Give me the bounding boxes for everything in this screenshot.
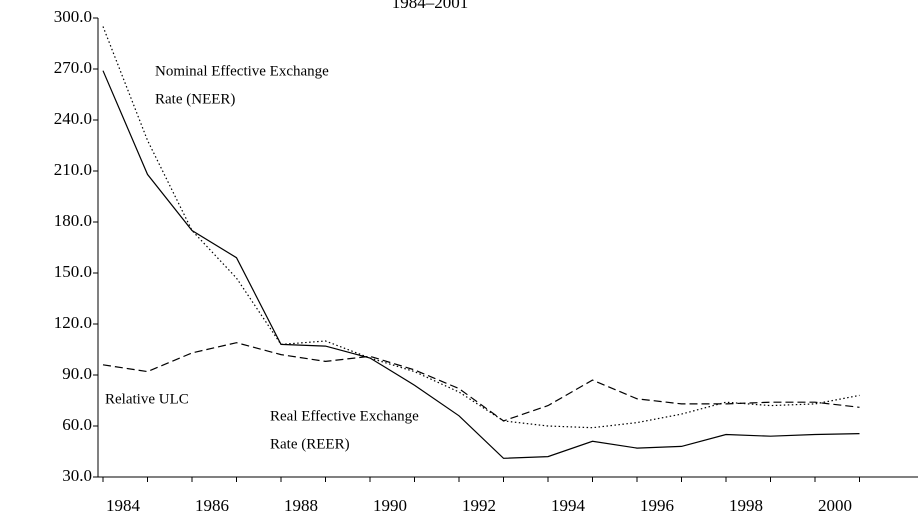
x-tick-label: 1994 bbox=[551, 496, 586, 515]
series-line bbox=[102, 342, 860, 422]
y-tick-label: 210.0 bbox=[54, 160, 92, 179]
y-tick-label: 240.0 bbox=[54, 109, 92, 128]
series-line bbox=[102, 70, 860, 459]
y-tick-label: 150.0 bbox=[54, 262, 92, 281]
annotation: Relative ULC bbox=[105, 391, 189, 407]
series-line bbox=[102, 26, 860, 429]
annotation: Nominal Effective Exchange bbox=[155, 63, 329, 79]
x-tick-label: 1992 bbox=[462, 496, 496, 515]
y-tick-label: 30.0 bbox=[62, 466, 92, 485]
x-tick-label: 1998 bbox=[729, 496, 763, 515]
annotation: Rate (NEER) bbox=[155, 91, 235, 107]
x-tick-label: 1986 bbox=[195, 496, 229, 515]
x-tick-label: 2000 bbox=[818, 496, 852, 515]
x-tick-label: 1990 bbox=[373, 496, 407, 515]
y-tick-label: 60.0 bbox=[62, 415, 92, 434]
y-tick-label: 120.0 bbox=[54, 313, 92, 332]
y-tick-label: 90.0 bbox=[62, 364, 92, 383]
annotation: Real Effective Exchange bbox=[270, 408, 419, 424]
x-tick-label: 1988 bbox=[284, 496, 318, 515]
y-tick-label: 300.0 bbox=[54, 7, 92, 26]
y-tick-label: 180.0 bbox=[54, 211, 92, 230]
x-tick-label: 1996 bbox=[640, 496, 674, 515]
y-tick-label: 270.0 bbox=[54, 58, 92, 77]
annotation: Rate (REER) bbox=[270, 436, 350, 452]
chart-title: 1984–2001 bbox=[392, 0, 469, 12]
x-tick-label: 1984 bbox=[106, 496, 141, 515]
